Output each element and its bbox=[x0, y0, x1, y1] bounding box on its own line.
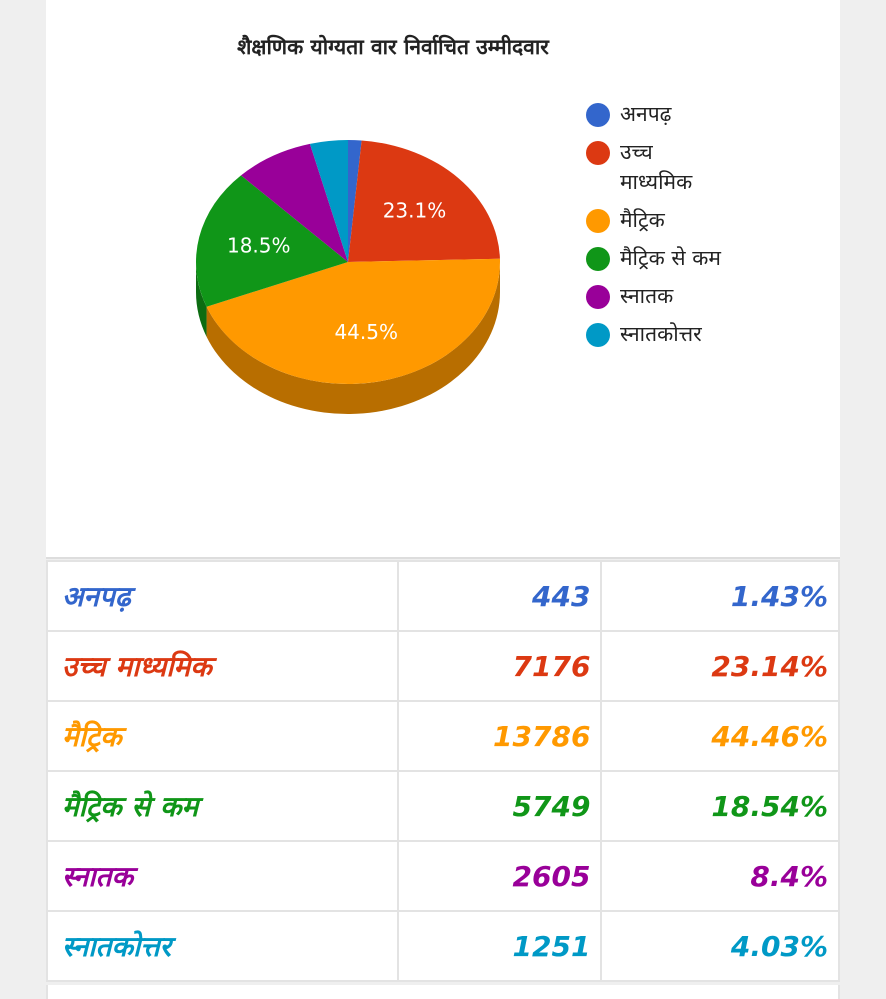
pie-slice-side bbox=[206, 262, 500, 414]
table-cell: 18.54% bbox=[600, 770, 840, 842]
pie-slice bbox=[206, 258, 500, 384]
table-cell: 44.46% bbox=[600, 700, 840, 772]
pie-slice bbox=[309, 140, 348, 262]
table-row: अनपढ़ 443 1.43% bbox=[46, 560, 840, 632]
table-cell: 5749 bbox=[396, 770, 603, 842]
table-cell: 443 bbox=[396, 560, 603, 632]
legend-item: मैट्रिक से कम bbox=[586, 243, 726, 273]
table-row: स्नातक 2605 8.4% bbox=[46, 840, 840, 912]
legend-swatch bbox=[586, 285, 610, 309]
pie-slice bbox=[240, 143, 348, 262]
legend-label: उच्च माध्यमिक bbox=[620, 140, 693, 194]
slice-label: 23.1% bbox=[383, 198, 447, 222]
table-cell: 1251 bbox=[396, 910, 603, 982]
pie-slice-side bbox=[196, 262, 207, 337]
table-cell: स्नातक bbox=[46, 840, 399, 912]
legend-label: अनपढ़ bbox=[620, 102, 672, 126]
legend-swatch bbox=[586, 103, 610, 127]
chart-card: शैक्षणिक योग्यता वार निर्वाचित उम्मीदवार… bbox=[46, 0, 840, 559]
pie-slice bbox=[348, 140, 362, 262]
legend: अनपढ़ उच्च माध्यमिक मैट्रिक मैट्रिक से कम स्… bbox=[586, 99, 726, 349]
table-cell: 23.14% bbox=[600, 630, 840, 702]
table-row: स्नातकोत्तर 1251 4.03% bbox=[46, 910, 840, 982]
legend-item: अनपढ़ bbox=[586, 99, 726, 129]
legend-item: उच्च माध्यमिक bbox=[586, 137, 726, 197]
table-row: उच्च माध्यमिक 7176 23.14% bbox=[46, 630, 840, 702]
data-table: अनपढ़ 443 1.43% उच्च माध्यमिक 7176 23.14% मैट्… bbox=[46, 560, 840, 982]
table-row: मैट्रिक से कम 5749 18.54% bbox=[46, 770, 840, 842]
table-cell: उच्च माध्यमिक bbox=[46, 630, 399, 702]
pie-slice bbox=[348, 140, 500, 262]
table-row: मैट्रिक 13786 44.46% bbox=[46, 700, 840, 772]
legend-label: स्नातकोत्तर bbox=[620, 322, 702, 346]
table-cell: 7176 bbox=[396, 630, 603, 702]
pie-slice bbox=[196, 175, 348, 307]
legend-label: मैट्रिक bbox=[620, 208, 665, 232]
legend-item: स्नातकोत्तर bbox=[586, 319, 726, 349]
table-cell: 2605 bbox=[396, 840, 603, 912]
table-cell: मैट्रिक से कम bbox=[46, 770, 399, 842]
slice-label: 44.5% bbox=[334, 320, 398, 344]
legend-item: मैट्रिक bbox=[586, 205, 726, 235]
chart: शैक्षणिक योग्यता वार निर्वाचित उम्मीदवार… bbox=[196, 34, 550, 414]
table-cell: अनपढ़ bbox=[46, 560, 399, 632]
chart-title: शैक्षणिक योग्यता वार निर्वाचित उम्मीदवार bbox=[237, 34, 550, 59]
table-cell: 1.43% bbox=[600, 560, 840, 632]
legend-swatch bbox=[586, 209, 610, 233]
legend-swatch bbox=[586, 323, 610, 347]
slice-label: 18.5% bbox=[227, 233, 291, 257]
table-cell: 13786 bbox=[396, 700, 603, 772]
legend-item: स्नातक bbox=[586, 281, 726, 311]
table-cell: मैट्रिक bbox=[46, 700, 399, 772]
legend-swatch bbox=[586, 141, 610, 165]
table-row-partial bbox=[46, 985, 840, 999]
legend-label: मैट्रिक से कम bbox=[620, 246, 721, 270]
table-cell: 8.4% bbox=[600, 840, 840, 912]
legend-swatch bbox=[586, 247, 610, 271]
table-cell: स्नातकोत्तर bbox=[46, 910, 399, 982]
legend-label: स्नातक bbox=[620, 284, 674, 308]
table-cell: 4.03% bbox=[600, 910, 840, 982]
